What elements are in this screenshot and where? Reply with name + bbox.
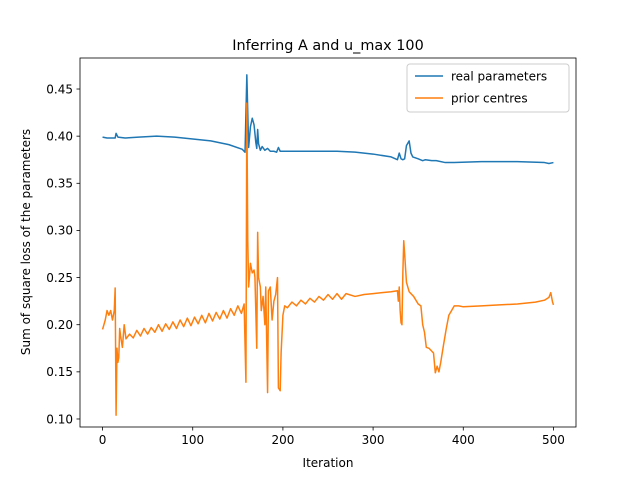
y-tick-label: 0.45 [46,82,73,96]
legend: real parameters prior centres [406,63,570,113]
x-axis: 0 100 200 300 400 500 [99,427,565,447]
x-axis-label: Iteration [303,456,354,470]
y-tick-label: 0.25 [46,271,73,285]
x-tick-label: 200 [271,433,294,447]
x-tick-label: 0 [99,433,107,447]
y-tick-label: 0.35 [46,177,73,191]
y-tick-label: 0.15 [46,365,73,379]
plot-frame [79,57,577,428]
x-tick-label: 500 [542,433,565,447]
x-tick-label: 300 [362,433,385,447]
legend-label-1: real parameters [451,69,547,83]
y-axis-label: Sum of square loss of the parameters [19,129,33,355]
legend-box [406,63,570,113]
plot-area [79,57,577,428]
x-tick-label: 400 [452,433,475,447]
x-tick-label: 100 [181,433,204,447]
series-line-1 [102,74,554,165]
y-tick-label: 0.10 [46,412,73,426]
series-line-2 [101,102,555,416]
y-tick-label: 0.30 [46,224,73,238]
y-tick-label: 0.20 [46,318,73,332]
legend-label-2: prior centres [451,91,528,105]
chart-title: Inferring A and u_max 100 [232,38,423,54]
y-tick-label: 0.40 [46,129,73,143]
y-axis: 0.10 0.15 0.20 0.25 0.30 0.35 0.40 0.45 [46,82,80,426]
